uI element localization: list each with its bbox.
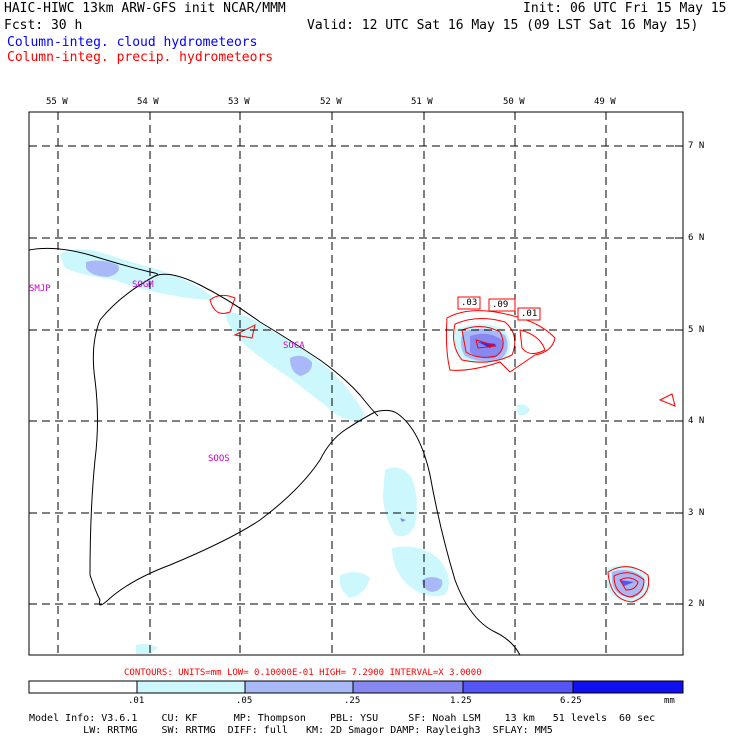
model-info-line1: Model Info: V3.6.1 CU: KF MP: Thompson P… — [29, 713, 656, 724]
field-label-precip: Column-integ. precip. hydrometeors — [7, 50, 274, 65]
lon-label: 49 W — [594, 97, 616, 107]
plot-title: HAIC-HIWC 13km ARW-GFS init NCAR/MMM — [4, 1, 286, 16]
station-label: SMJP — [29, 284, 51, 294]
station-label: SOOS — [208, 454, 230, 464]
contour-label-boxes — [457, 296, 541, 321]
lat-label: 3 N — [688, 508, 705, 518]
lon-label: 51 W — [411, 97, 433, 107]
station-label: SOCA — [283, 341, 305, 351]
lon-label: 53 W — [228, 97, 250, 107]
contour-label: .01 — [521, 309, 538, 319]
lat-label: 7 N — [688, 141, 705, 151]
lon-label: 50 W — [503, 97, 525, 107]
lon-label: 55 W — [46, 97, 68, 107]
contour-info: CONTOURS: UNITS=mm LOW= 0.10000E-01 HIGH… — [124, 668, 482, 678]
cloud-shading — [60, 249, 649, 654]
map-frame — [28, 111, 684, 656]
field-label-cloud: Column-integ. cloud hydrometeors — [7, 35, 258, 50]
colorbar-tick: .05 — [236, 696, 253, 706]
forecast-hour: Fcst: 30 h — [4, 18, 83, 33]
colorbar-tick: 1.25 — [450, 696, 472, 706]
precip-contours — [209, 294, 676, 603]
colorbar-tick: .01 — [128, 696, 145, 706]
lon-label: 54 W — [137, 97, 159, 107]
contour-label: .03 — [461, 298, 478, 308]
lon-label: 52 W — [320, 97, 342, 107]
lat-label: 5 N — [688, 325, 705, 335]
colorbar-tick: .25 — [344, 696, 361, 706]
colorbar — [28, 680, 684, 694]
colorbar-tick: 6.25 — [560, 696, 582, 706]
colorbar-unit: mm — [664, 696, 675, 706]
model-info-line2: LW: RRTMG SW: RRTMG DIFF: full KM: 2D Sm… — [29, 725, 553, 736]
lat-label: 4 N — [688, 416, 705, 426]
valid-time: Valid: 12 UTC Sat 16 May 15 (09 LST Sat … — [307, 18, 699, 33]
station-label: SOGM — [132, 280, 154, 290]
coastline — [28, 247, 521, 656]
lat-lon-grid — [29, 112, 683, 655]
init-time: Init: 06 UTC Fri 15 May 15 — [523, 1, 727, 16]
lat-label: 2 N — [688, 599, 705, 609]
contour-label: .09 — [492, 300, 509, 310]
frame-ticks — [57, 112, 683, 605]
lat-label: 6 N — [688, 233, 705, 243]
